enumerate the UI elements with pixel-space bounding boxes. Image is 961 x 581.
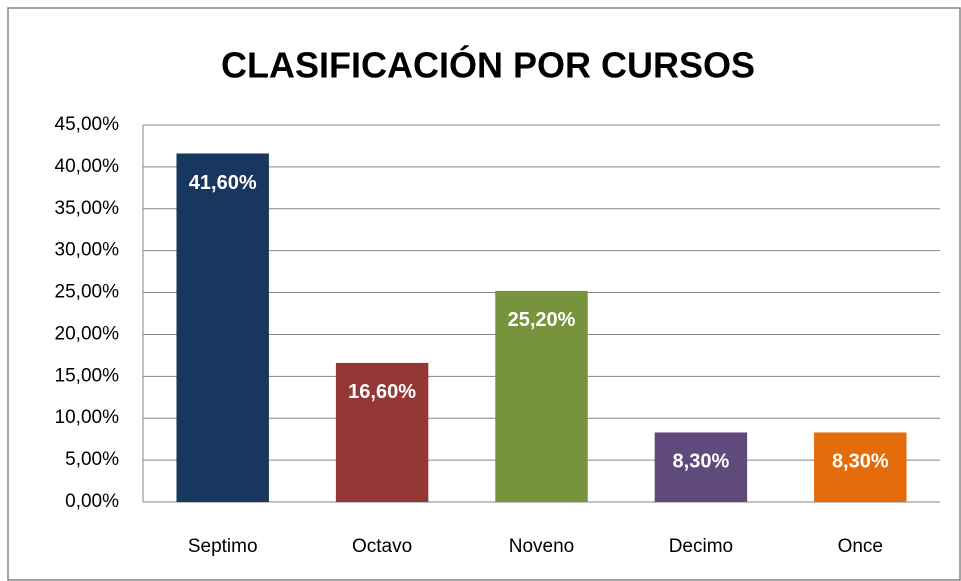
x-tick-label: Decimo bbox=[669, 536, 733, 557]
y-tick-label: 35,00% bbox=[55, 198, 120, 219]
data-label: 25,20% bbox=[508, 309, 576, 331]
y-tick-label: 30,00% bbox=[55, 240, 120, 261]
chart-border bbox=[7, 7, 961, 581]
y-tick-label: 0,00% bbox=[65, 491, 119, 512]
data-label: 8,30% bbox=[832, 451, 889, 473]
data-label: 8,30% bbox=[673, 451, 730, 473]
bar bbox=[814, 432, 907, 502]
y-tick-label: 10,00% bbox=[55, 407, 120, 428]
y-tick-label: 5,00% bbox=[65, 449, 119, 470]
x-tick-label: Septimo bbox=[188, 536, 258, 557]
data-label: 16,60% bbox=[348, 381, 416, 403]
y-tick-label: 15,00% bbox=[55, 365, 120, 386]
bar bbox=[176, 153, 269, 503]
y-tick-label: 25,00% bbox=[55, 282, 120, 303]
x-tick-label: Octavo bbox=[352, 536, 412, 557]
y-tick-label: 40,00% bbox=[55, 156, 120, 177]
x-tick-label: Once bbox=[838, 536, 883, 557]
y-tick-label: 45,00% bbox=[55, 114, 120, 135]
y-tick-label: 20,00% bbox=[55, 323, 120, 344]
bar bbox=[335, 362, 429, 502]
chart-title: CLASIFICACIÓN POR CURSOS bbox=[221, 44, 755, 86]
bar bbox=[495, 290, 588, 502]
bar bbox=[654, 432, 748, 502]
data-label: 41,60% bbox=[189, 172, 257, 194]
x-tick-label: Noveno bbox=[509, 536, 575, 557]
